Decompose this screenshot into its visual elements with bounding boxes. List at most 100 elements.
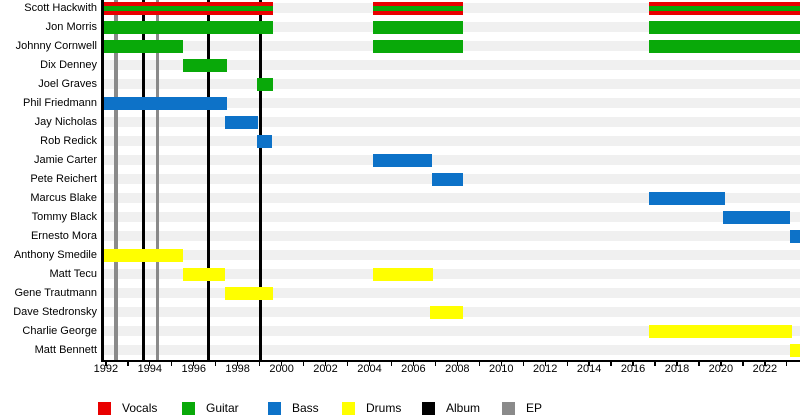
axis-tick xyxy=(456,361,458,366)
axis-year-label: 1996 xyxy=(181,363,206,375)
axis-tick xyxy=(412,361,415,366)
axis-year-label: 2014 xyxy=(576,363,602,375)
axis-tick xyxy=(171,361,173,366)
member-name-label: Ernesto Mora xyxy=(30,229,97,242)
member-name-label: Anthony Smedile xyxy=(13,248,97,261)
legend-label-bass: Bass xyxy=(292,401,319,415)
axis-tick xyxy=(676,361,678,366)
tenure-bar-bass xyxy=(723,210,791,224)
axis-tick xyxy=(259,361,261,366)
member-row-stripe xyxy=(101,345,800,355)
axis-year-label: 2018 xyxy=(664,363,690,375)
tenure-bar-vocals-guitar xyxy=(648,1,800,15)
member-name-label: Jamie Carter xyxy=(34,153,97,166)
axis-tick xyxy=(280,361,283,366)
album-line xyxy=(141,0,145,360)
legend-swatch-ep xyxy=(502,402,515,415)
legend-item-vocals: Vocals xyxy=(98,396,182,416)
legend-item-guitar: Guitar xyxy=(182,396,268,416)
tenure-bar-vocals-guitar xyxy=(101,1,274,15)
axis-year-label: 2000 xyxy=(269,363,294,375)
axis-year-label: 1998 xyxy=(225,363,250,375)
ep-line xyxy=(114,0,118,360)
member-name-label: Dix Denney xyxy=(40,58,97,71)
member-row-stripe xyxy=(101,193,800,203)
member-row-stripe xyxy=(101,79,800,89)
axis-tick xyxy=(522,361,524,366)
legend-swatch-bass xyxy=(268,402,281,415)
tenure-bar-bass xyxy=(257,134,272,148)
tenure-bar-guitar xyxy=(373,39,464,53)
tenure-bar-guitar xyxy=(101,39,183,53)
legend-label-album: Album xyxy=(446,401,481,415)
tenure-bar-drums xyxy=(430,305,464,319)
member-name-label: Rob Redick xyxy=(40,134,97,147)
axis-tick xyxy=(720,361,722,366)
axis-tick xyxy=(786,361,788,366)
legend-label-drums: Drums xyxy=(366,401,402,415)
member-name-label: Phil Friedmann xyxy=(23,96,97,109)
member-name-label: Jon Morris xyxy=(45,20,97,33)
axis-tick xyxy=(478,361,480,366)
member-row-stripe xyxy=(101,98,800,108)
timeline-plot: Scott Hackwith Jon Morris Johnny Cornwell D… xyxy=(13,0,800,375)
tenure-bar-drums xyxy=(648,324,792,338)
tenure-bar-guitar xyxy=(257,77,274,91)
member-row-stripe xyxy=(101,117,800,127)
tenure-bar-guitar xyxy=(648,20,800,34)
tenure-bar-drums xyxy=(790,343,800,357)
axis-year-label: 1992 xyxy=(93,363,119,375)
tenure-bar-guitar xyxy=(101,20,274,34)
axis-tick xyxy=(302,361,305,366)
tenure-bar-bass xyxy=(101,96,227,110)
tenure-bar-bass xyxy=(790,229,800,243)
axis-year-label: 2016 xyxy=(620,363,646,375)
album-line xyxy=(259,0,263,360)
tenure-bar-drums xyxy=(224,286,274,300)
legend: Vocals Guitar Bass Drums Album EP xyxy=(0,396,800,420)
axis-tick xyxy=(127,361,129,366)
legend-label-guitar: Guitar xyxy=(206,401,239,415)
axis-tick xyxy=(237,361,239,366)
member-name-label: Matt Bennett xyxy=(34,343,97,356)
member-name-label: Charlie George xyxy=(22,324,97,337)
axis-tick xyxy=(588,361,590,366)
member-name-label: Dave Stedronsky xyxy=(13,305,97,318)
member-row-stripe xyxy=(101,250,800,260)
x-axis-line xyxy=(101,360,800,362)
axis-tick xyxy=(764,361,766,366)
member-row-stripe xyxy=(101,60,800,70)
member-name-label: Johnny Cornwell xyxy=(15,39,97,52)
legend-item-album: Album xyxy=(422,396,502,416)
axis-tick xyxy=(610,361,612,366)
axis-tick xyxy=(566,361,568,366)
axis-tick xyxy=(500,361,502,366)
legend-swatch-guitar xyxy=(182,402,195,415)
member-row-stripe xyxy=(101,155,800,165)
tenure-bar-drums xyxy=(101,248,183,262)
axis-year-label: 2020 xyxy=(708,363,734,375)
legend-swatch-drums xyxy=(342,402,355,415)
axis-tick xyxy=(390,361,393,366)
axis-year-label: 1994 xyxy=(137,363,163,375)
secondary-role-stripe xyxy=(648,5,800,11)
axis-tick xyxy=(324,361,327,366)
axis-tick xyxy=(215,361,217,366)
axis-tick xyxy=(742,361,744,366)
legend-swatch-vocals xyxy=(98,402,111,415)
member-row-stripe xyxy=(101,136,800,146)
legend-item-drums: Drums xyxy=(342,396,422,416)
tenure-bar-vocals-guitar xyxy=(373,1,464,15)
axis-year-label: 2008 xyxy=(445,363,470,375)
legend-item-ep: EP xyxy=(502,396,582,416)
axis-year-label: 2004 xyxy=(357,363,382,375)
legend-label-vocals: Vocals xyxy=(122,401,158,415)
axis-tick xyxy=(149,361,151,366)
axis-year-label: 2002 xyxy=(313,363,338,375)
axis-tick xyxy=(368,361,371,366)
axis-tick xyxy=(346,361,349,366)
tenure-bar-guitar xyxy=(182,58,227,72)
member-row-stripe xyxy=(101,269,800,279)
member-name-label: Jay Nicholas xyxy=(34,115,97,128)
member-row-stripe xyxy=(101,231,800,241)
